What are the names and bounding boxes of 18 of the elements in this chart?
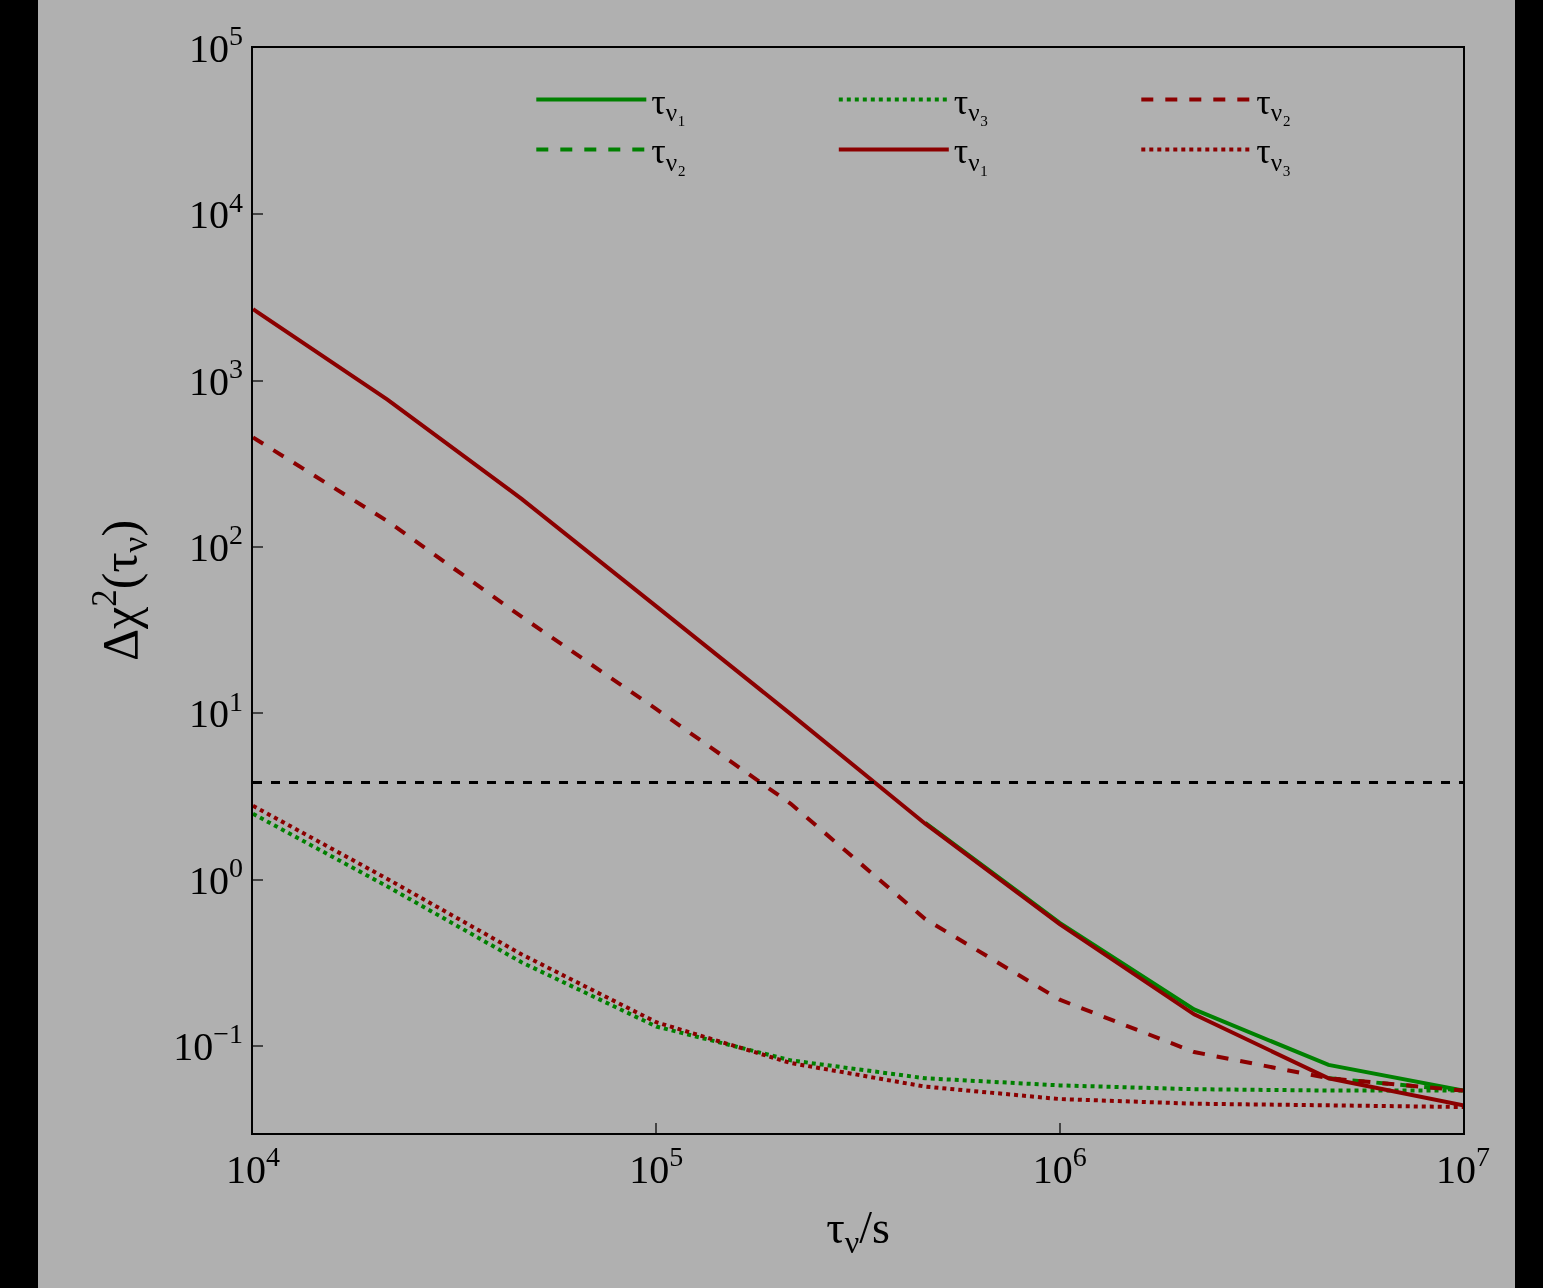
y-tick-label: 10$^{−1}$ xyxy=(173,1018,243,1070)
y-tick-label: 10$^{1}$ xyxy=(189,685,243,737)
legend-label: τ$_{ν₁}$ xyxy=(651,81,686,127)
x-tick-label: 10$^{4}$ xyxy=(226,1141,280,1192)
legend-label: τ$_{ν₁}$ xyxy=(953,131,989,176)
y-tick-label: 10$^{0}$ xyxy=(189,851,243,903)
x-tick-label: 10$^{6}$ xyxy=(1032,1141,1087,1192)
y-tick-label: 10$^{2}$ xyxy=(189,519,243,571)
y-tick-label: 10$^{4}$ xyxy=(189,186,243,238)
legend-label: τ$_{ν₃}$ xyxy=(953,81,989,127)
y-tick-label: 10$^{3}$ xyxy=(189,352,243,404)
legend-label: τ$_{ν₂}$ xyxy=(651,131,686,176)
legend-label: τ$_{ν₃}$ xyxy=(1256,131,1291,176)
x-axis-title: τ$_{ν}$/s xyxy=(826,1202,890,1260)
y-tick-label: 10$^{5}$ xyxy=(189,20,243,71)
x-tick-label: 10$^{5}$ xyxy=(629,1141,684,1192)
legend-label: τ$_{ν₂}$ xyxy=(1256,81,1291,127)
x-tick-label: 10$^{7}$ xyxy=(1436,1141,1490,1192)
